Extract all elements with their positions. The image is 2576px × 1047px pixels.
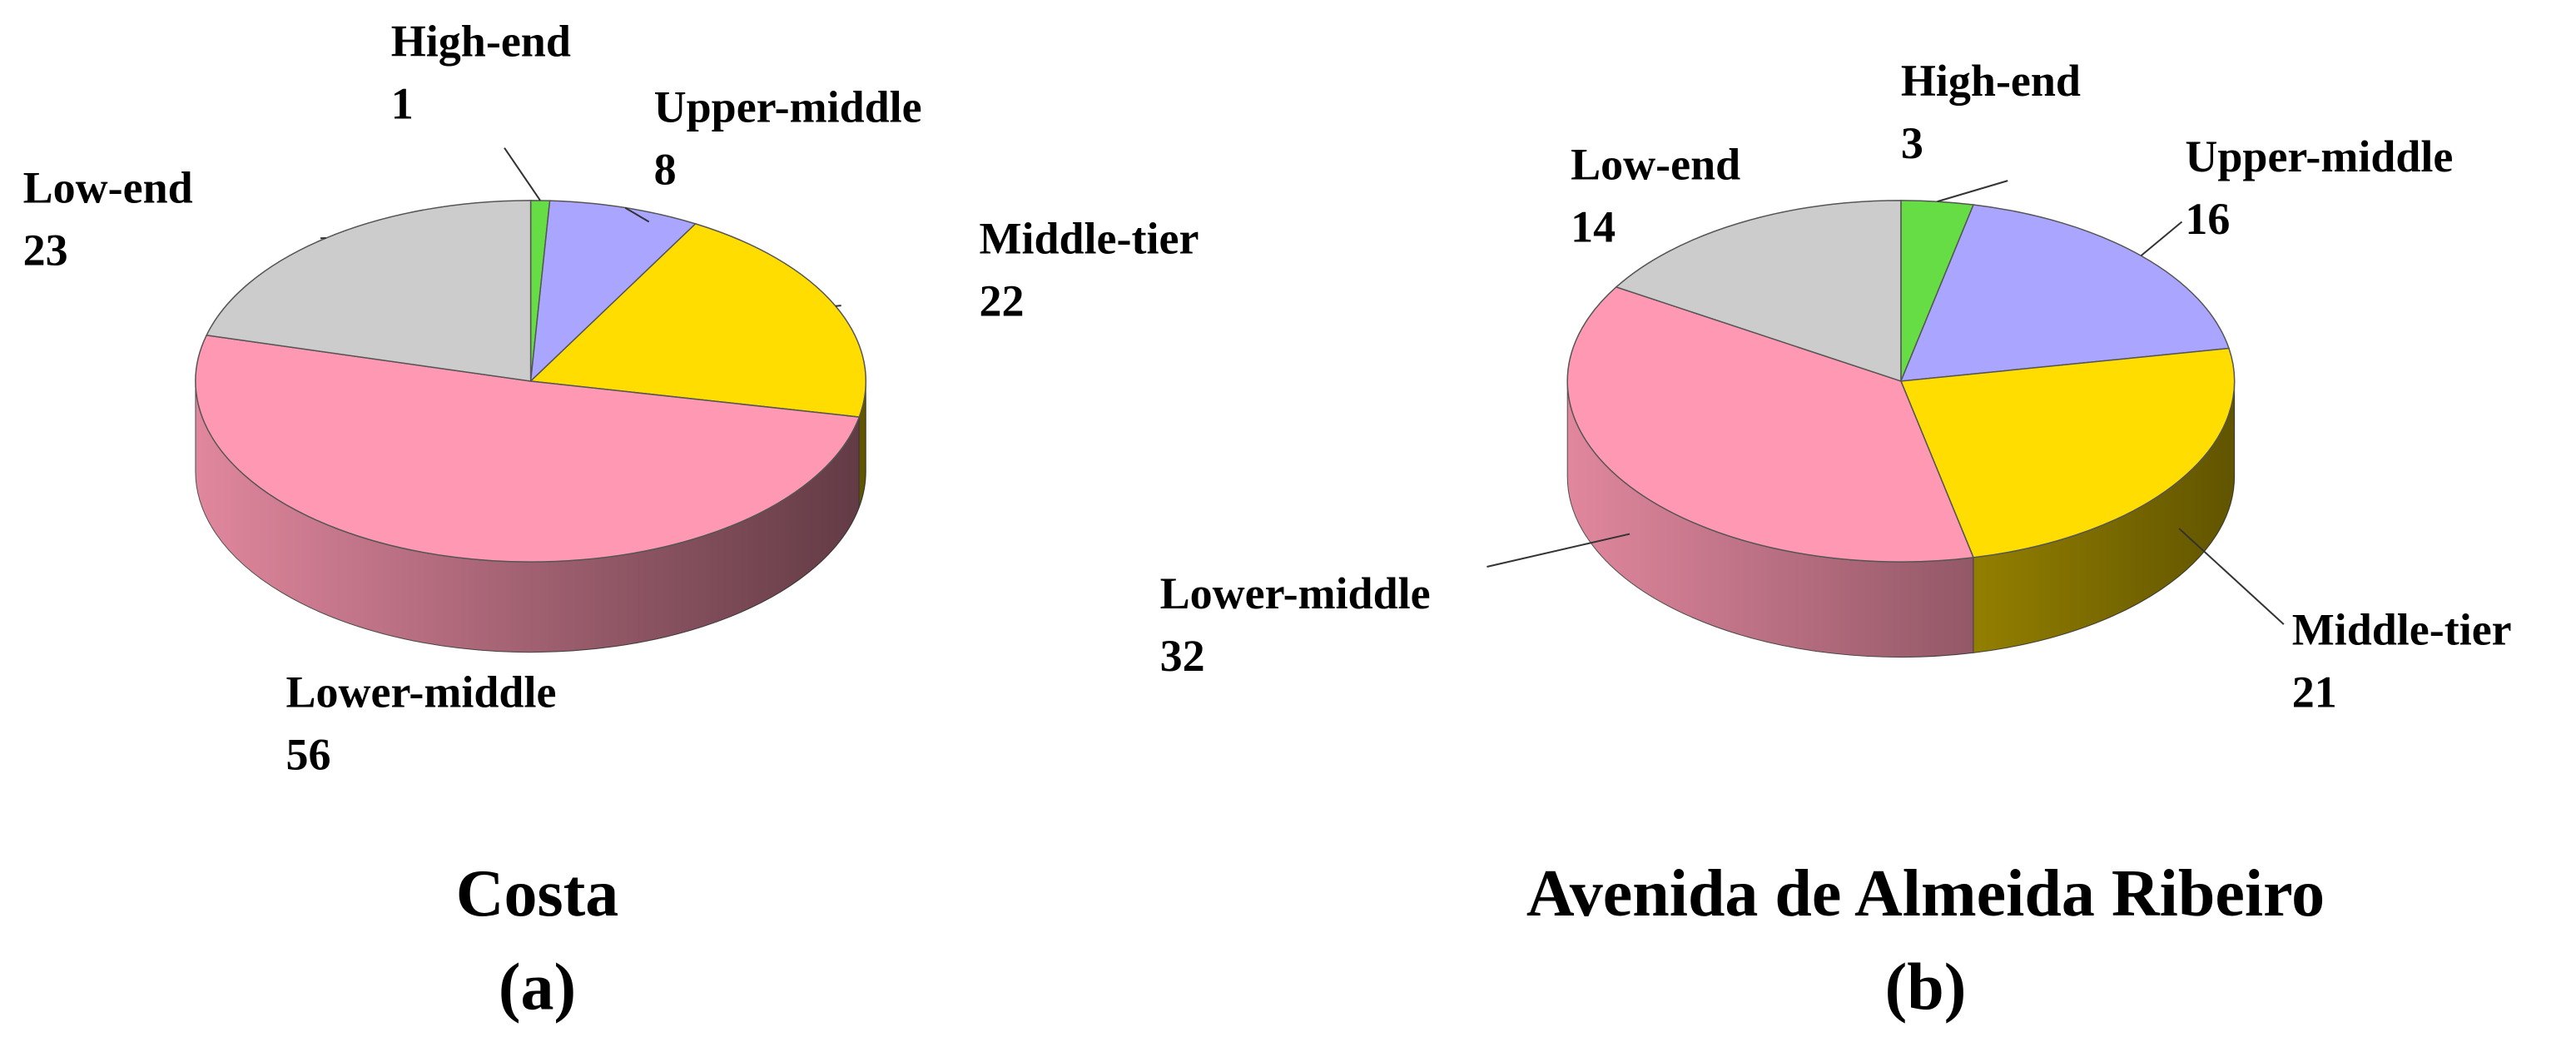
slice-value: 1 [391,79,414,129]
leader-line [1487,533,1630,568]
slice-label: Low-end [1571,140,1740,190]
slice [206,200,532,382]
slice-value: 3 [1901,118,1923,168]
slice-value: 14 [1571,202,1616,252]
leader-line [1937,180,2008,203]
slice-value: 8 [654,145,677,195]
chart-subtitle: (b) [1885,951,1967,1025]
slice-value: 56 [285,729,330,779]
slice [529,200,697,383]
chart-title: Avenida de Almeida Ribeiro [1526,857,2325,930]
leader-line [2178,528,2285,625]
slice [1566,286,1975,563]
slice-value: 22 [980,276,1025,326]
pie: High-end 3 Upper-middle 16 Middle-tier 21 Lowe… [1160,56,2512,717]
slice-label: Low-end [23,162,193,212]
chart-subtitle: (a) [499,951,576,1025]
slice-side-shade [195,380,860,653]
slice-label: Lower-middle [1160,568,1431,618]
slice-value: 32 [1160,631,1205,681]
slice-value: 16 [2185,194,2230,244]
slice [1615,200,1902,383]
slice-label: Upper-middle [2185,131,2453,181]
slice-side-shade [1973,380,2235,653]
slice-label: Middle-tier [980,214,1199,264]
leader-line [835,305,841,307]
leader-line [624,206,650,223]
slice-label: High-end [391,17,571,67]
pie: High-end 1 Upper-middle 8 Middle-tier 22 Lower… [23,17,1199,780]
slice-side-shade [1567,380,1974,657]
slice [1899,347,2236,558]
leader-line [504,147,541,201]
slice-label: Middle-tier [2292,604,2512,654]
slice-label: Upper-middle [654,82,922,132]
slice-label: Lower-middle [285,667,556,717]
slice [1899,204,2230,382]
slice-value: 21 [2292,667,2337,717]
slice [529,223,867,418]
slice-value: 23 [23,225,68,275]
slice-label: High-end [1901,56,2081,106]
chart-title: Costa [456,857,619,930]
leader-line [2140,221,2183,257]
slice [195,334,861,563]
